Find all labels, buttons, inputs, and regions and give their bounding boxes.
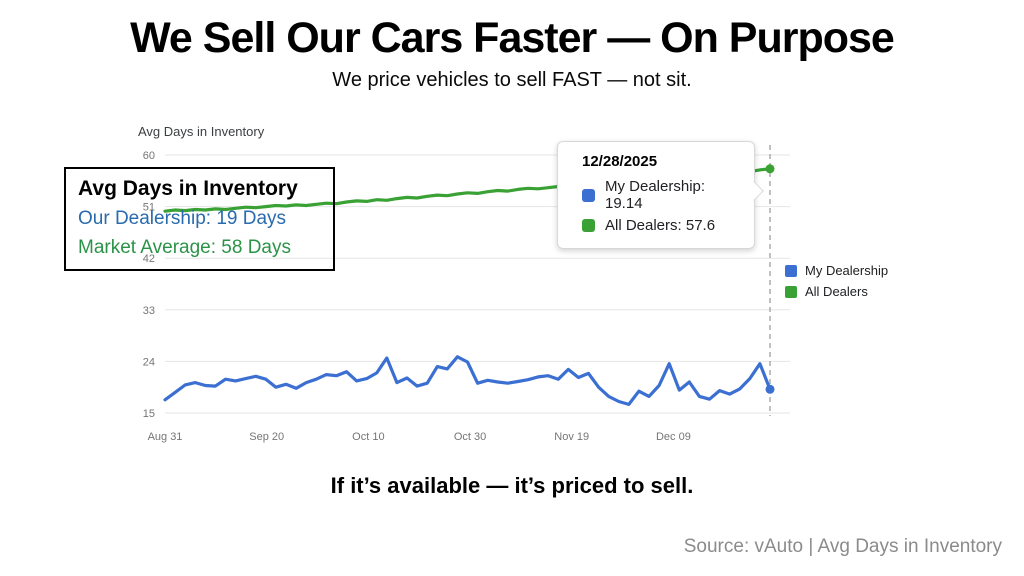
y-tick-label: 51: [143, 202, 155, 214]
series-swatch-icon: [785, 285, 797, 298]
main-title: We Sell Our Cars Faster — On Purpose: [130, 14, 895, 62]
chart-legend: My Dealership All Dealers: [785, 263, 888, 305]
legend-item[interactable]: My Dealership: [785, 263, 888, 278]
tooltip-row-label: All Dealers: 57.6: [605, 217, 716, 234]
x-tick-label: Aug 31: [148, 431, 183, 443]
annotation-box: Avg Days in Inventory Our Dealership: 19…: [64, 167, 335, 271]
y-tick-label: 15: [143, 408, 155, 420]
annotation-market-average: Market Average: 58 Days: [78, 237, 291, 258]
series-end-dot-my-dealership: [765, 384, 775, 394]
x-tick-label: Nov 19: [554, 431, 589, 443]
tooltip-row: All Dealers: 57.6: [582, 217, 740, 234]
legend-item-label: All Dealers: [805, 284, 868, 299]
y-tick-label: 24: [143, 356, 155, 368]
tooltip-date: 12/28/2025: [582, 153, 658, 170]
tooltip-row: My Dealership: 19.14: [582, 178, 740, 212]
series-swatch-icon: [582, 219, 595, 232]
series-line-my-dealership: [163, 355, 772, 406]
y-tick-label: 42: [143, 253, 155, 265]
source-text: Source: vAuto | Avg Days in Inventory: [683, 536, 1002, 557]
line-chart[interactable]: 15 24 33 42 51 60 Aug 31 Sep 20 Oct 10 Oct 30 Nov …: [0, 0, 1024, 460]
x-tick-label: Sep 20: [249, 431, 284, 443]
legend-item[interactable]: All Dealers: [785, 284, 888, 299]
y-tick-label: 60: [143, 150, 155, 162]
y-tick-label: 33: [143, 305, 155, 317]
annotation-title: Avg Days in Inventory: [78, 177, 298, 200]
chart-tooltip: 12/28/2025 My Dealership: 19.14 All Deale…: [557, 141, 764, 249]
x-tick-label: Oct 30: [454, 431, 486, 443]
legend-item-label: My Dealership: [805, 263, 889, 278]
chart-axis-title: Avg Days in Inventory: [138, 124, 265, 139]
subtitle: We price vehicles to sell FAST — not sit…: [332, 69, 692, 91]
series-swatch-icon: [785, 264, 797, 277]
annotation-our-dealership: Our Dealership: 19 Days: [78, 208, 287, 229]
series-swatch-icon: [582, 188, 595, 202]
cta-text: If it’s available — it’s priced to sell.: [330, 473, 694, 498]
tooltip-row-label: My Dealership: 19.14: [605, 178, 706, 212]
series-end-dot-all-dealers: [765, 164, 775, 174]
x-tick-label: Oct 10: [352, 431, 384, 443]
x-tick-label: Dec 09: [656, 431, 691, 443]
